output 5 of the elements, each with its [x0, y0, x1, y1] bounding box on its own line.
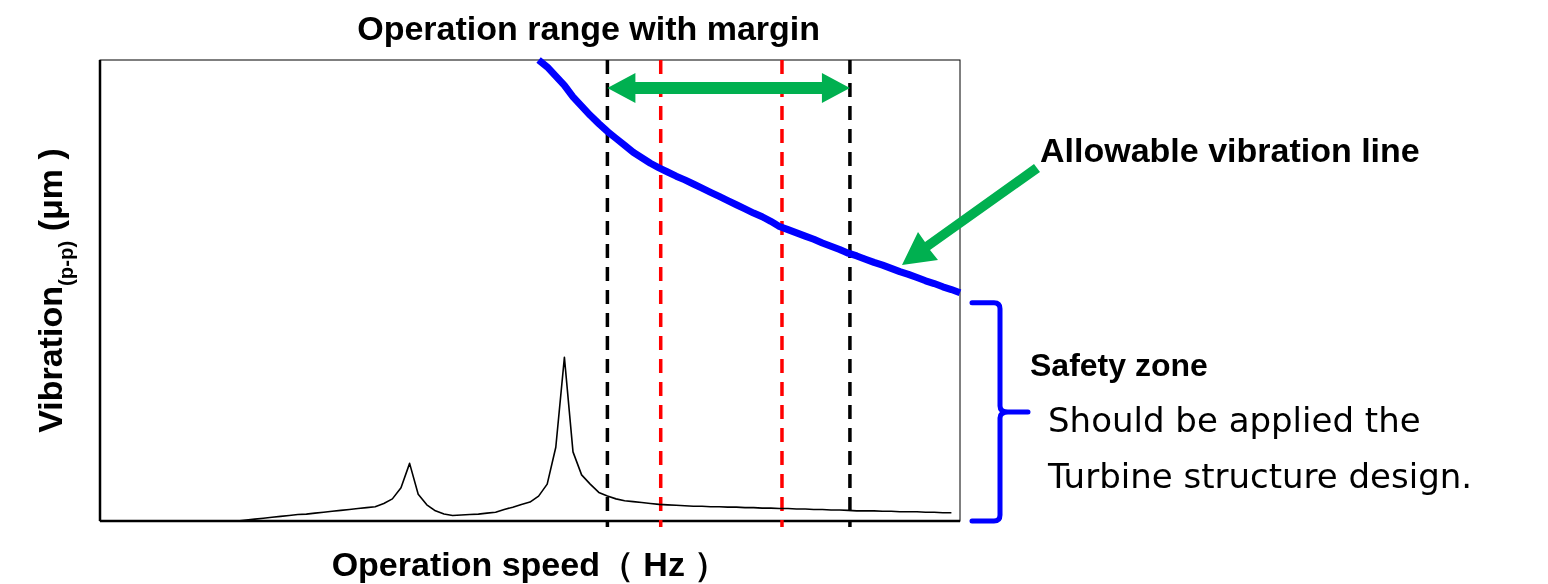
- text: Safety zone: [1030, 346, 1208, 383]
- text: Operation range with margin: [357, 9, 821, 47]
- text: Allowable vibration line: [1040, 131, 1420, 169]
- x-axis-title: Operation speed（ Hz ）: [331, 545, 729, 583]
- text: Should be applied the Turbine structure design.: [1047, 399, 1473, 496]
